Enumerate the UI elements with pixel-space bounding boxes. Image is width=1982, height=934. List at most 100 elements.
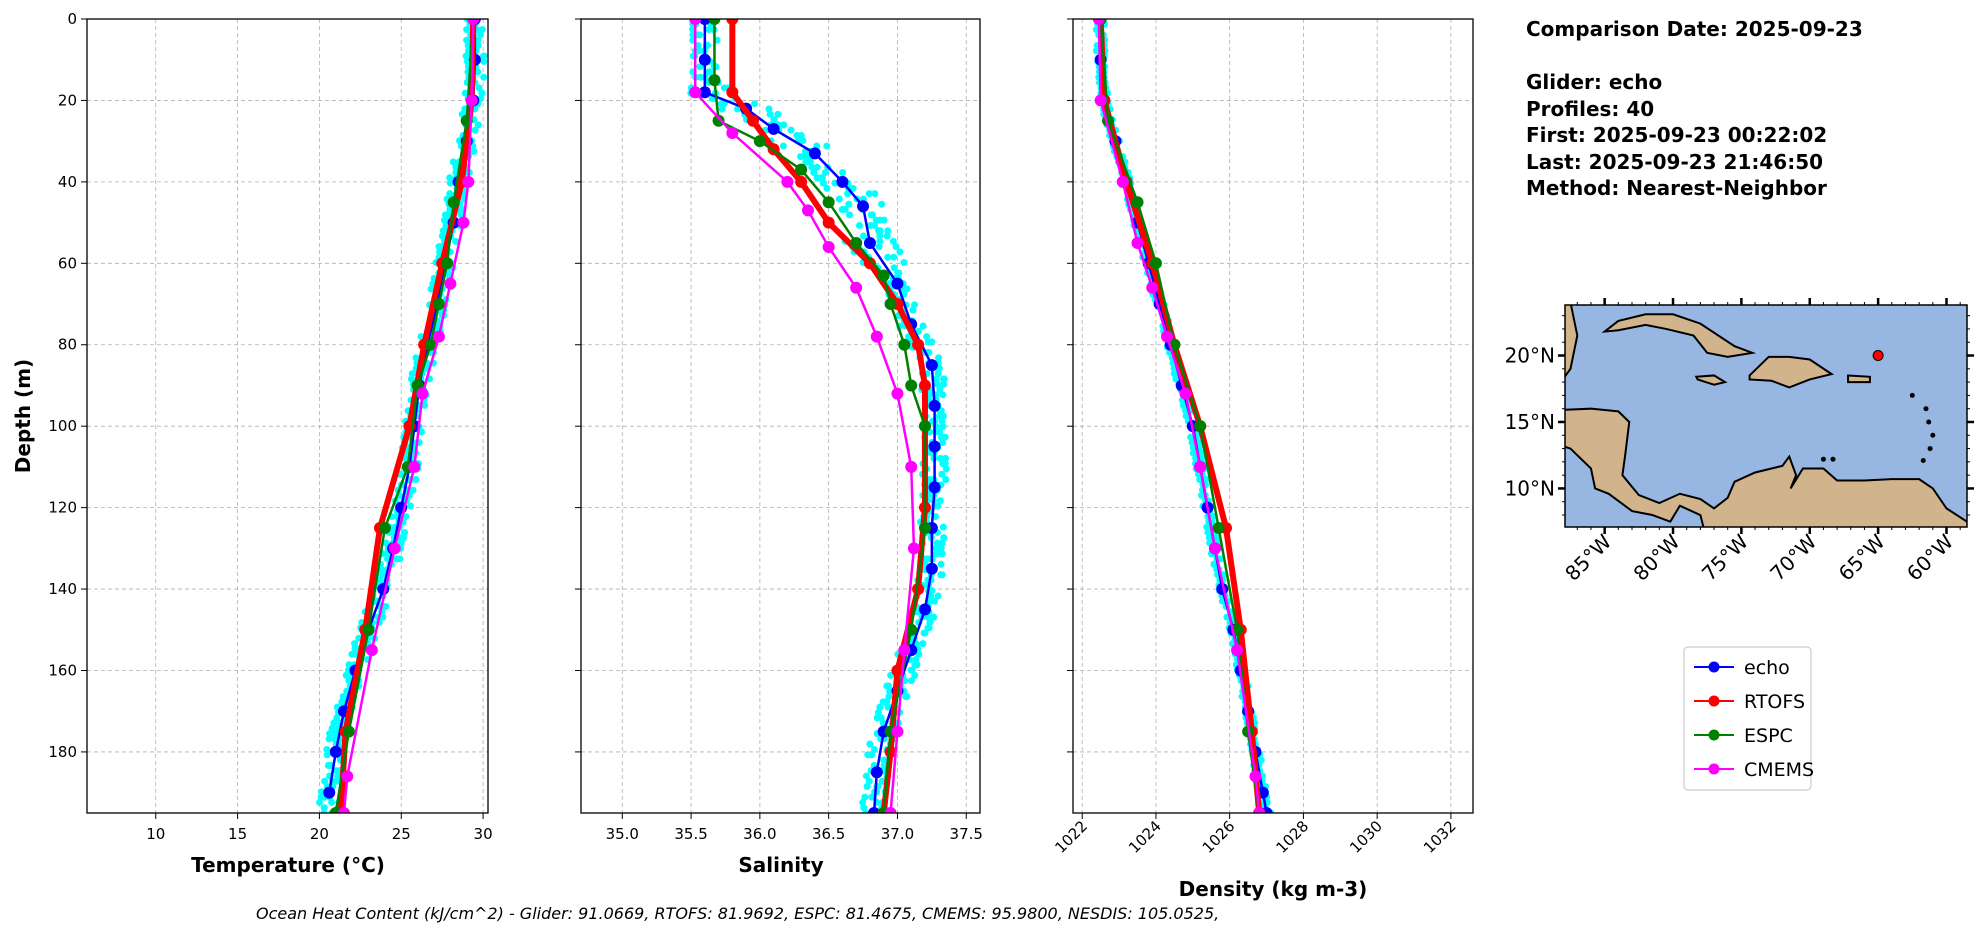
echo-point <box>928 440 941 453</box>
axes-frame <box>86 18 489 814</box>
cmems-point <box>462 175 475 188</box>
glider-raw-point <box>942 465 950 473</box>
temperature-panel: 10 15 20 25 30 0 20 40 60 80 100 120 140 160 180 <box>48 10 492 843</box>
echo-point <box>928 399 941 412</box>
espc-point <box>905 379 918 392</box>
glider-raw-point <box>478 26 486 34</box>
jamaica-land <box>1694 374 1728 386</box>
glider-raw-point <box>931 597 939 605</box>
rtofs-point <box>918 379 931 392</box>
glider-raw-point <box>875 243 883 251</box>
glider-raw-point <box>418 428 426 436</box>
x-tick-label: 35.0 <box>606 825 639 843</box>
espc-point <box>708 19 721 25</box>
map-lat-label: 10°N <box>1505 476 1555 500</box>
glider-raw-point <box>937 544 945 552</box>
legend-item-echo: echo <box>1694 657 1790 679</box>
glider-raw-point <box>865 777 873 785</box>
glider-raw-point <box>446 190 454 198</box>
cmems-point <box>465 94 478 107</box>
glider-raw-point <box>890 253 898 261</box>
glider-raw-point <box>480 52 488 60</box>
x-tick-label: 1022 <box>1051 817 1091 857</box>
espc-point <box>753 135 766 148</box>
glider-raw-point <box>474 68 482 76</box>
plot-area <box>315 19 488 813</box>
glider-raw-point <box>924 613 932 621</box>
x-tick-label: 37.0 <box>881 825 914 843</box>
location-map: 85°W 80°W 75°W 70°W 65°W 60°W 20°N 15°N 10°N <box>1505 298 1974 586</box>
echo-point <box>918 603 931 616</box>
glider-raw-point <box>907 666 915 674</box>
glider-raw-point <box>734 105 742 113</box>
cmems-point <box>884 807 897 813</box>
glider-raw-point <box>1203 523 1211 531</box>
cmems-point <box>444 277 457 290</box>
glider-raw-point <box>900 258 908 266</box>
glider-raw-point <box>802 158 810 166</box>
legend-item-rtofs: RTOFS <box>1694 691 1805 713</box>
glider-raw-point <box>471 126 479 134</box>
cmems-point <box>1208 542 1221 555</box>
glider-raw-point <box>939 423 947 431</box>
espc-point <box>712 114 725 127</box>
glider-raw-point <box>696 31 704 39</box>
glider-raw-point <box>938 470 946 478</box>
cmems-line <box>342 19 475 813</box>
glider-raw-point <box>457 211 465 219</box>
espc-point <box>1131 196 1144 209</box>
glider-raw-point <box>328 724 336 732</box>
legend-label: RTOFS <box>1744 691 1805 713</box>
glider-raw-point <box>408 370 416 378</box>
glider-raw-point <box>378 571 386 579</box>
glider-raw-point <box>849 184 857 192</box>
map-lon-label: 60°W <box>1902 529 1958 585</box>
glider-raw-point <box>876 232 884 240</box>
espc-point <box>877 269 890 282</box>
echo-point <box>891 277 904 290</box>
glider-raw-point <box>321 777 329 785</box>
glider-name: Glider: echo <box>1526 70 1662 94</box>
glider-raw-point <box>889 237 897 245</box>
glider-raw-point <box>323 745 331 753</box>
glider-raw-point <box>880 756 888 764</box>
glider-raw-point <box>333 714 341 722</box>
map-lat-label: 15°N <box>1505 410 1555 434</box>
x-tick-label: 35.5 <box>674 825 707 843</box>
glider-raw-point <box>938 550 946 558</box>
glider-raw-point <box>412 476 420 484</box>
glider-raw-point <box>823 184 831 192</box>
espc-point <box>850 236 863 249</box>
puerto-rico-land <box>1847 374 1871 384</box>
glider-raw-point <box>400 534 408 542</box>
glider-raw-point <box>934 592 942 600</box>
cmems-point <box>891 387 904 400</box>
espc-line <box>713 19 927 813</box>
glider-raw-point <box>765 105 773 113</box>
glider-raw-point <box>1189 449 1197 457</box>
glider-raw-point <box>939 460 947 468</box>
glider-raw-point <box>412 354 420 362</box>
glider-raw-point <box>787 126 795 134</box>
glider-raw-point <box>1205 534 1213 542</box>
glider-raw-point <box>315 798 323 806</box>
glider-raw-point <box>855 221 863 229</box>
glider-raw-point <box>912 661 920 669</box>
legend-item-cmems: CMEMS <box>1694 759 1814 781</box>
echo-point <box>925 359 938 372</box>
cmems-point <box>1146 281 1159 294</box>
map-frame <box>1564 304 1968 528</box>
island <box>1830 456 1836 462</box>
cmems-point <box>388 542 401 555</box>
temperature-axis-label: Temperature (°C) <box>191 853 385 877</box>
glider-raw-point <box>1210 560 1218 568</box>
glider-raw-point <box>884 253 892 261</box>
glider-raw-point <box>382 539 390 547</box>
glider-raw-point <box>808 163 816 171</box>
glider-raw-point <box>720 84 728 92</box>
glider-raw-point <box>860 804 868 812</box>
glider-raw-point <box>871 190 879 198</box>
glider-raw-point <box>915 650 923 658</box>
espc-point <box>1149 257 1162 270</box>
glider-raw-point <box>876 703 884 711</box>
